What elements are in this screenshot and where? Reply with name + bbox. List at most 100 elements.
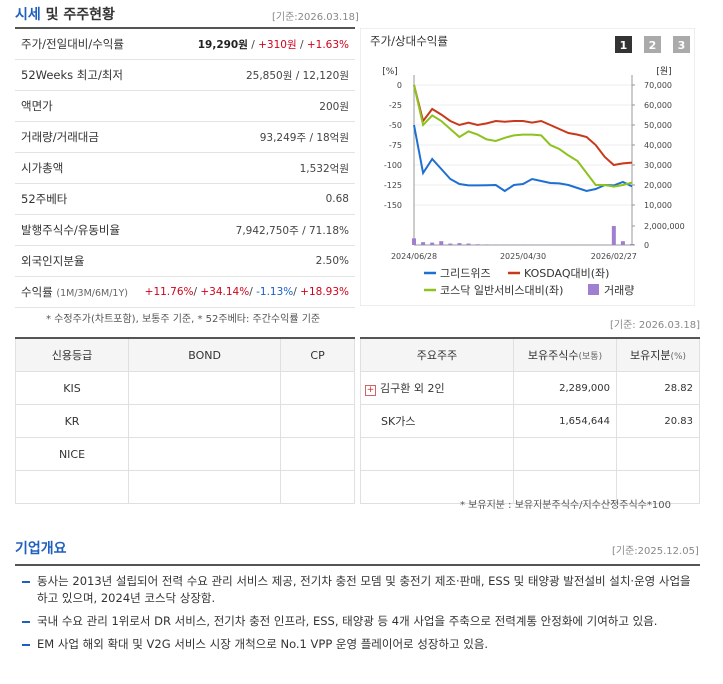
cell <box>280 371 355 405</box>
cell: 28.82 <box>616 371 700 405</box>
overview-list: 동사는 2013년 설립되어 전력 수요 관리 서비스 제공, 전기차 충전 모… <box>15 564 700 656</box>
chart-frame <box>360 28 695 306</box>
x-tick-label: 2026/02/27 <box>591 252 637 261</box>
value-part: / <box>247 38 259 51</box>
legend-swatch <box>588 284 599 295</box>
cell: KIS <box>15 371 129 405</box>
row-label: 수익률 (1M/3M/6M/1Y) <box>21 284 128 300</box>
quote-row: 수익률 (1M/3M/6M/1Y) +11.76%/ +34.14%/ -1.13… <box>15 277 355 308</box>
quote-row: 주가/전일대비/수익률 19,290원 / +310원 / +1.63% <box>15 29 355 60</box>
header-cell: BOND <box>127 337 282 372</box>
y2-tick-label: 40,000 <box>644 141 672 150</box>
credit-table: 신용등급 BOND CP KIS KR NICE <box>15 337 355 504</box>
y-tick-label: -150 <box>384 201 402 210</box>
value-part: / <box>296 38 307 51</box>
value-part: 93,249주 / 18억원 <box>259 131 349 144</box>
row-value: 1,532억원 <box>300 161 349 176</box>
y2-tick-label: 60,000 <box>644 101 672 110</box>
value-part: +11.76% <box>144 286 194 298</box>
cell: 20.83 <box>616 404 700 438</box>
cell <box>616 470 700 504</box>
table-row <box>360 470 700 504</box>
row-value: 93,249주 / 18억원 <box>260 130 349 145</box>
header-cell: 신용등급 <box>15 337 129 372</box>
quote-row: 액면가 200원 <box>15 91 355 122</box>
value-part: 1,532억원 <box>299 162 349 175</box>
cell <box>513 437 617 471</box>
label-text: 수익률 <box>21 285 53 299</box>
table-row: KR <box>15 404 355 438</box>
cell: NICE <box>15 437 129 471</box>
tab[interactable] <box>644 36 661 53</box>
table-row: KIS <box>15 371 355 405</box>
value-part: +34.14% <box>200 286 250 298</box>
row-value: 0.68 <box>326 193 349 205</box>
legend-label: 코스닥 일반서비스대비(좌) <box>440 283 563 297</box>
row-label: 액면가 <box>21 98 53 114</box>
y2-tick-label: 20,000 <box>644 181 672 190</box>
volume-bar <box>412 238 416 245</box>
label-text: 외국인지분율 <box>21 254 85 268</box>
label-text: 52Weeks 최고/최저 <box>21 68 123 82</box>
label-text: 시가총액 <box>21 161 64 175</box>
y-tick-label: 0 <box>397 81 402 90</box>
y2-tick-label: 50,000 <box>644 121 672 130</box>
table-row <box>360 437 700 471</box>
value-part: 200원 <box>319 100 349 113</box>
note: * 수정주가(차트포함), 보통주 기준, * 52주베타: 주간수익률 기준 <box>46 314 321 325</box>
cell: SK가스 <box>360 404 514 438</box>
header-text: 보유지분 <box>629 349 671 362</box>
table-body: + 김구환 외 2인 2,289,000 28.82 SK가스 1,654,644 20.8… <box>360 371 700 504</box>
cell <box>15 470 129 504</box>
row-value: 19,290원 / +310원 / +1.63% <box>198 37 349 52</box>
chart: 주가/상대수익률 [%] [원] 1 2 3 0 -25 -50 -75 -100 -125 -1… <box>360 28 695 306</box>
volume-bar <box>630 244 634 245</box>
y2-tick-label: 10,000 <box>644 201 672 210</box>
value-part: / <box>249 286 257 298</box>
quote-row: 52Weeks 최고/최저 25,850원 / 12,120원 <box>15 60 355 91</box>
label-text: 거래량/거래대금 <box>21 130 99 144</box>
label-text: 발행주식수/유동비율 <box>21 223 121 237</box>
date: [기준:2025.12.05] <box>612 546 699 557</box>
volume-bar <box>439 241 444 245</box>
y2-unit: [원] <box>656 66 671 77</box>
tab-label: 2 <box>649 39 657 52</box>
value-part: 25,850원 / 12,120원 <box>245 69 349 82</box>
legend-label: KOSDAQ대비(좌) <box>524 267 609 280</box>
overview-item: 국내 수요 관리 1위로서 DR 서비스, 전기차 충전 인프라, ESS, 태… <box>15 610 700 633</box>
table-row <box>15 470 355 504</box>
header-cell: 주요주주 <box>360 337 514 372</box>
y-unit: [%] <box>382 67 398 77</box>
header-sub: (보통) <box>578 352 603 362</box>
volume-tick-label: 0 <box>644 241 649 250</box>
y-tick-label: -75 <box>389 141 402 150</box>
volume-bar <box>421 242 426 245</box>
volume-bar <box>475 244 480 245</box>
legend-label: 그리드위즈 <box>440 267 491 280</box>
y-tick-label: -100 <box>384 161 402 170</box>
row-label: 52Weeks 최고/최저 <box>21 67 123 83</box>
cell <box>127 404 282 438</box>
x-tick-label: 2024/06/28 <box>391 252 437 261</box>
expand-button[interactable]: + <box>365 385 376 396</box>
table-row: + 김구환 외 2인 2,289,000 28.82 <box>360 371 700 405</box>
volume-bar <box>457 243 462 245</box>
cell <box>616 437 700 471</box>
holder-name: 김구환 외 2인 <box>380 382 445 395</box>
row-label: 외국인지분율 <box>21 253 84 269</box>
cell <box>360 470 514 504</box>
row-label: 52주베타 <box>21 191 67 207</box>
row-label: 주가/전일대비/수익률 <box>21 36 124 52</box>
series-line <box>413 124 633 193</box>
cell: 1,654,644 <box>513 404 617 438</box>
holders-table: 주요주주 보유주식수(보통) 보유지분(%) + 김구환 외 2인 2,289,00… <box>360 337 700 504</box>
tab[interactable] <box>673 36 690 53</box>
header-row: 신용등급 BOND CP <box>15 337 355 372</box>
tab[interactable] <box>615 36 632 53</box>
y2-tick-label: 30,000 <box>644 161 672 170</box>
cell <box>127 371 282 405</box>
x-tick-label: 2025/04/30 <box>500 252 546 261</box>
header-sub: (%) <box>670 352 687 362</box>
row-value: 7,942,750주 / 71.18% <box>236 223 349 238</box>
header-cell: CP <box>280 337 355 372</box>
